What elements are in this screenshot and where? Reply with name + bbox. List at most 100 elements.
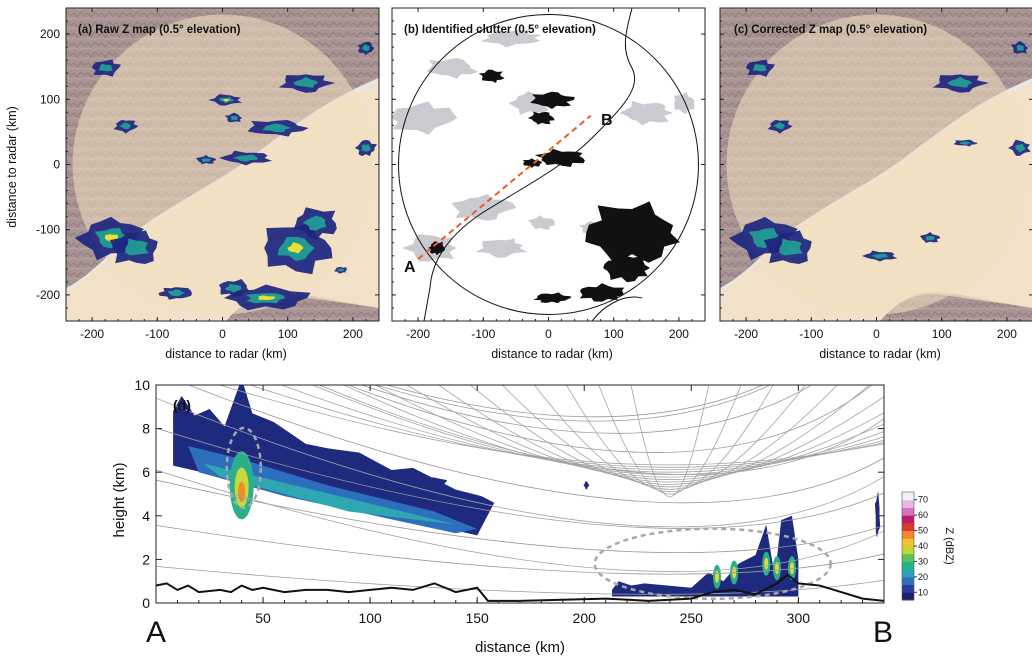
echo-core bbox=[168, 289, 186, 297]
beam-line bbox=[501, 385, 838, 488]
x-tick-label: 50 bbox=[255, 610, 271, 626]
clutter-echo bbox=[533, 292, 571, 304]
echo-core bbox=[225, 284, 242, 293]
colorbar-tick-label: 70 bbox=[918, 495, 928, 505]
map-area bbox=[720, 8, 1032, 321]
beam-line bbox=[469, 385, 870, 485]
echo-core bbox=[337, 268, 345, 272]
x-tick-label: 300 bbox=[787, 610, 811, 626]
colorbar-label: Z (dBZ) bbox=[943, 527, 955, 564]
terrain-profile bbox=[156, 573, 884, 602]
y-tick-label: 8 bbox=[142, 421, 150, 437]
echo-core bbox=[232, 154, 258, 162]
y-tick-label: 100 bbox=[40, 92, 60, 106]
precip-region bbox=[173, 385, 495, 536]
echo-peak bbox=[222, 99, 230, 102]
colorbar-swatch bbox=[902, 522, 914, 532]
beam-line bbox=[249, 385, 884, 468]
range-ring bbox=[398, 14, 699, 315]
map-area bbox=[392, 8, 705, 321]
colorbar-swatch bbox=[902, 507, 914, 516]
transect-end-label: B bbox=[873, 616, 893, 649]
panel-a-raw-z-map: -200 -100 0 100 200 200 100 0 -100 -200 bbox=[36, 7, 380, 341]
precip-fragment bbox=[874, 491, 881, 538]
echo-core bbox=[201, 158, 211, 163]
echo-core bbox=[779, 238, 803, 256]
clutter-echo bbox=[603, 253, 651, 283]
transect-start-label: A bbox=[146, 616, 166, 649]
transect-end-marker: B bbox=[601, 112, 613, 129]
panel-b-title: (b) Identified clutter (0.5° elevation) bbox=[404, 24, 596, 36]
clutter-region bbox=[612, 515, 799, 597]
panel-d-xlabel: distance (km) bbox=[475, 639, 565, 656]
clutter-echo bbox=[428, 241, 445, 256]
echo-core bbox=[773, 122, 785, 130]
map-area bbox=[66, 8, 379, 321]
clutter-core bbox=[714, 570, 719, 583]
beam-line bbox=[630, 385, 710, 497]
beam-line bbox=[156, 427, 884, 529]
echo-core bbox=[361, 144, 371, 152]
echo-core bbox=[293, 77, 319, 88]
colorbar-swatch bbox=[902, 561, 914, 570]
x-tick-label: -100 bbox=[799, 327, 823, 341]
precip-fragment bbox=[410, 477, 448, 490]
x-tick-label: 0 bbox=[219, 327, 226, 341]
cross-section-area bbox=[156, 385, 884, 602]
clutter-echo bbox=[478, 69, 505, 83]
clutter-echo bbox=[585, 201, 680, 265]
panel-d-vertical-cross-section: 50 100 150 200 250 300 0 2 4 6 8 10 bbox=[134, 377, 885, 626]
x-tick-label: 200 bbox=[997, 327, 1017, 341]
colorbar-swatch bbox=[902, 492, 914, 501]
echo-core bbox=[125, 238, 149, 256]
transect-start-marker: A bbox=[404, 259, 416, 276]
panel-b-identified-clutter: -200 -100 0 100 200 bbox=[391, 7, 706, 341]
y-tick-label: -200 bbox=[36, 288, 60, 302]
beam-line bbox=[218, 385, 884, 466]
colorbar-tick-label: 20 bbox=[918, 572, 928, 582]
y-tick-label: 4 bbox=[142, 508, 150, 524]
y-tick-label: 2 bbox=[142, 551, 150, 567]
colorbar-swatch bbox=[902, 515, 914, 524]
colorbar-tick-label: 40 bbox=[918, 541, 928, 551]
x-tick-label: 200 bbox=[573, 610, 597, 626]
panel-c-title: (c) Corrected Z map (0.5° elevation) bbox=[734, 24, 927, 36]
colorbar-tick-label: 10 bbox=[918, 587, 928, 597]
colorbar-swatch bbox=[902, 584, 914, 593]
transect-line bbox=[417, 114, 592, 260]
beam-line bbox=[406, 385, 884, 480]
beam-line bbox=[385, 385, 765, 418]
beam-line bbox=[374, 385, 771, 422]
colorbar-swatch bbox=[902, 538, 914, 547]
colorbar-swatch bbox=[902, 592, 914, 601]
clutter-core bbox=[774, 562, 779, 575]
highlight-ellipse bbox=[225, 426, 263, 510]
beam-line bbox=[347, 385, 873, 453]
panel-b-xlabel: distance to radar (km) bbox=[491, 347, 613, 361]
x-tick-label: 150 bbox=[465, 610, 489, 626]
colorbar-swatch bbox=[902, 499, 914, 508]
y-tick-label: -100 bbox=[36, 223, 60, 237]
highlight-ellipse bbox=[593, 527, 832, 601]
x-tick-label: -100 bbox=[471, 327, 495, 341]
x-tick-label: 200 bbox=[343, 327, 363, 341]
beam-line bbox=[156, 479, 884, 553]
colorbar-swatch bbox=[902, 569, 914, 578]
y-tick-label: 6 bbox=[142, 464, 150, 480]
echo-core bbox=[959, 141, 972, 145]
colorbar-tick-label: 30 bbox=[918, 556, 928, 566]
beam-line bbox=[156, 565, 884, 595]
colorbar-swatch bbox=[902, 530, 914, 539]
echo-core bbox=[947, 77, 973, 88]
colorbar-swatch bbox=[902, 546, 914, 555]
coastline-south bbox=[591, 296, 643, 321]
panel-d-ylabel: height (km) bbox=[111, 462, 128, 537]
weather-echo bbox=[527, 215, 556, 230]
panel-a-title: (a) Raw Z map (0.5° elevation) bbox=[78, 24, 241, 36]
x-tick-label: 100 bbox=[604, 327, 624, 341]
x-tick-label: 100 bbox=[932, 327, 952, 341]
x-tick-label: 250 bbox=[680, 610, 704, 626]
clutter-echo bbox=[579, 283, 625, 302]
beam-line bbox=[311, 385, 884, 473]
